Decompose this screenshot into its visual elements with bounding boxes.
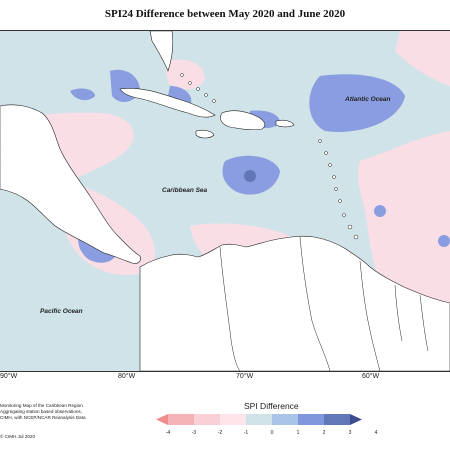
label-atlantic-ocean: Atlantic Ocean [344,96,391,103]
land-cuba [119,88,216,118]
legend-tick-label: -4 [166,430,171,436]
map-canvas: Atlantic Ocean Caribbean Sea Pacific Oce… [0,31,450,371]
credit-text: © CIMH Jul 2020 [0,434,36,439]
notes-line: CIMH, with NCEP/NCAR Reanalysis Data [0,415,86,420]
wetter-area-yucatan-north [70,88,95,101]
longitude-label: 70°W [236,373,254,380]
legend-swatch [298,414,324,425]
land-hispaniola [220,110,266,131]
legend-tick-label: 2 [323,430,326,436]
legend-title: SPI Difference [244,401,299,411]
legend-tick-label: -2 [218,430,223,436]
color-legend: -4 -3 -2 -1 0 1 2 3 4 [156,414,378,436]
drier-area-florida [165,59,205,90]
notes-line: Monitoring Map of the Caribbean Region. [0,403,85,408]
legend-swatch [220,414,246,425]
legend-arrow-low [156,414,168,425]
wetter-spot-east [438,235,450,247]
land-jamaica [195,129,215,139]
land-puerto-rico [275,119,295,128]
legend-arrow-high [350,414,362,425]
label-caribbean-sea: Caribbean Sea [162,187,208,194]
label-pacific-ocean: Pacific Ocean [40,308,83,315]
wetter-spot-barbados [374,205,386,217]
legend-tick-label: 0 [271,430,274,436]
drier-area-atlantic-east [357,131,450,313]
legend-swatch [324,414,350,425]
legend-swatches [156,414,362,425]
map-notes: Monitoring Map of the Caribbean Region. … [0,403,120,421]
land-central-america [0,104,141,264]
map-title: SPI24 Difference between May 2020 and Ju… [104,8,346,20]
legend-tick-label: 1 [297,430,300,436]
legend-swatch [246,414,272,425]
map-panel[interactable]: Atlantic Ocean Caribbean Sea Pacific Oce… [0,30,450,372]
legend-tick-label: -3 [192,430,197,436]
land-florida [149,31,174,72]
longitude-label: 60°W [362,373,380,380]
drier-area-north-atlantic [395,31,450,86]
legend-swatch [168,414,194,425]
land-lesser-antilles [318,139,359,240]
legend-swatch [272,414,298,425]
land-south-america [139,235,450,371]
legend-ticks: -4 -3 -2 -1 0 1 2 3 4 [166,430,378,436]
legend-tick-label: -1 [244,430,249,436]
wetter-core-caribbean [244,170,256,182]
legend-swatch [194,414,220,425]
longitude-label: 80°W [118,373,136,380]
longitude-label: 90°W [0,373,18,380]
notes-line: Aggregating station based observations, [0,409,82,414]
wetter-area-atlantic [309,74,405,132]
country-borders [219,236,429,371]
legend-tick-label: 4 [375,430,378,436]
land-bahamas [180,73,216,103]
legend-tick-label: 3 [349,430,352,436]
